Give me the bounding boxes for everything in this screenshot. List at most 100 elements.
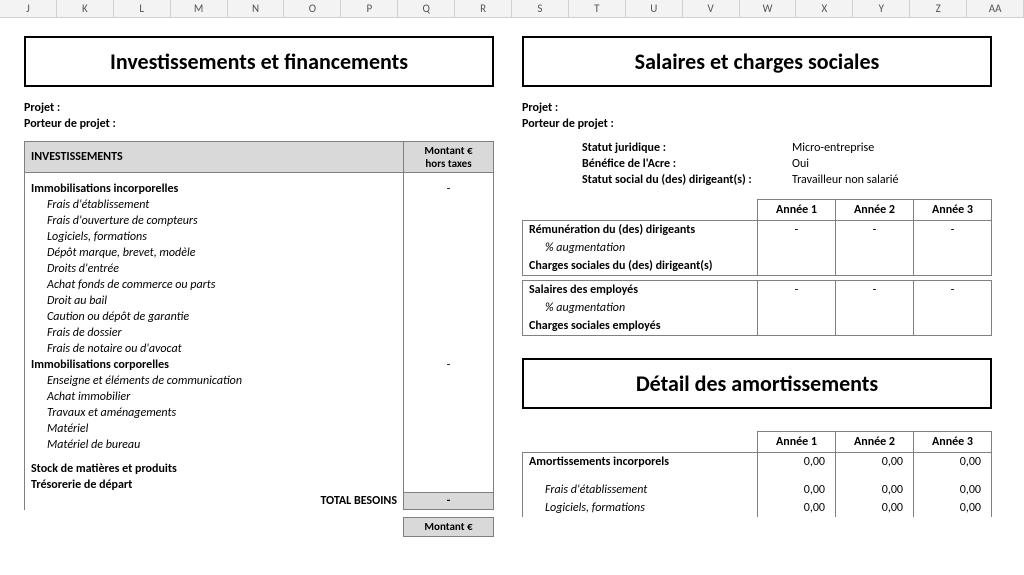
item-amount bbox=[404, 277, 494, 293]
group-amount: - bbox=[404, 357, 494, 373]
amount-header-l1: Montant € bbox=[424, 144, 472, 157]
item-amount bbox=[404, 341, 494, 357]
row-y3: - bbox=[914, 281, 992, 300]
item-amount bbox=[404, 437, 494, 453]
item-amount bbox=[404, 261, 494, 277]
item-label: Droit au bail bbox=[25, 293, 404, 309]
column-header-S[interactable]: S bbox=[512, 0, 569, 17]
left-meta: Projet : Porteur de projet : bbox=[24, 101, 494, 131]
item-label: Travaux et aménagements bbox=[25, 405, 404, 421]
column-header-V[interactable]: V bbox=[683, 0, 740, 17]
row-y1 bbox=[758, 239, 836, 257]
column-header-Y[interactable]: Y bbox=[853, 0, 910, 17]
column-header-M[interactable]: M bbox=[171, 0, 228, 17]
row-label: Charges sociales du (des) dirigeant(s) bbox=[523, 257, 758, 276]
year3-header: Année 3 bbox=[914, 200, 992, 221]
row-y1: - bbox=[758, 281, 836, 300]
item-amount bbox=[404, 229, 494, 245]
row-y2 bbox=[836, 257, 914, 276]
year1-header: Année 1 bbox=[758, 200, 836, 221]
status-label: Statut social du (des) dirigeant(s) : bbox=[582, 173, 792, 187]
item-amount bbox=[404, 293, 494, 309]
extra-amount bbox=[404, 477, 494, 493]
row-y2 bbox=[836, 299, 914, 317]
amort-y1: 0,00 bbox=[758, 481, 836, 499]
status-label: Statut juridique : bbox=[582, 141, 792, 155]
extra-amount bbox=[404, 461, 494, 477]
item-amount bbox=[404, 309, 494, 325]
amort-y2: Année 2 bbox=[836, 432, 914, 453]
row-label: Salaires des employés bbox=[523, 281, 758, 300]
item-label: Frais d'établissement bbox=[25, 197, 404, 213]
row-y1 bbox=[758, 257, 836, 276]
amort-y3: Année 3 bbox=[914, 432, 992, 453]
amort-y2: 0,00 bbox=[836, 481, 914, 499]
left-panel: Investissements et financements Projet :… bbox=[24, 36, 494, 537]
year2-header: Année 2 bbox=[836, 200, 914, 221]
investments-header: INVESTISSEMENTS bbox=[25, 142, 404, 173]
row-y3 bbox=[914, 239, 992, 257]
item-label: Matériel de bureau bbox=[25, 437, 404, 453]
column-header-Z[interactable]: Z bbox=[910, 0, 967, 17]
amort-label: Logiciels, formations bbox=[523, 499, 758, 517]
column-header-J[interactable]: J bbox=[0, 0, 57, 17]
column-header-P[interactable]: P bbox=[341, 0, 398, 17]
row-label: Rémunération du (des) dirigeants bbox=[523, 221, 758, 240]
right-title-2: Détail des amortissements bbox=[522, 358, 992, 409]
status-value: Micro-entreprise bbox=[792, 141, 992, 155]
column-header-O[interactable]: O bbox=[284, 0, 341, 17]
total-besoins-label: TOTAL BESOINS bbox=[25, 493, 404, 510]
column-header-AA[interactable]: AA bbox=[967, 0, 1024, 17]
row-y3 bbox=[914, 257, 992, 276]
column-header-Q[interactable]: Q bbox=[398, 0, 455, 17]
item-amount bbox=[404, 213, 494, 229]
right-title-1: Salaires et charges sociales bbox=[522, 36, 992, 87]
right-panel: Salaires et charges sociales Projet : Po… bbox=[522, 36, 992, 537]
group-label: Immobilisations corporelles bbox=[25, 357, 404, 373]
investments-table: INVESTISSEMENTS Montant € hors taxes Imm… bbox=[24, 141, 494, 537]
item-amount bbox=[404, 245, 494, 261]
item-label: Frais de dossier bbox=[25, 325, 404, 341]
group-label: Immobilisations incorporelles bbox=[25, 181, 404, 197]
item-amount bbox=[404, 373, 494, 389]
amort-y3: 0,00 bbox=[914, 481, 992, 499]
column-headers-row: JKLMNOPQRSTUVWXYZAA bbox=[0, 0, 1024, 18]
extra-row: Stock de matières et produits bbox=[25, 461, 404, 477]
item-amount bbox=[404, 405, 494, 421]
amort-y2: 0,00 bbox=[836, 499, 914, 517]
item-label: Achat fonds de commerce ou parts bbox=[25, 277, 404, 293]
column-header-W[interactable]: W bbox=[740, 0, 797, 17]
row-y1: - bbox=[758, 221, 836, 240]
column-header-K[interactable]: K bbox=[57, 0, 114, 17]
item-label: Frais d'ouverture de compteurs bbox=[25, 213, 404, 229]
item-amount bbox=[404, 325, 494, 341]
row-y1 bbox=[758, 317, 836, 336]
total-besoins-amount: - bbox=[404, 493, 494, 510]
row-label: % augmentation bbox=[523, 239, 758, 257]
left-title: Investissements et financements bbox=[24, 36, 494, 87]
item-label: Enseigne et éléments de communication bbox=[25, 373, 404, 389]
amort-label: Amortissements incorporels bbox=[523, 453, 758, 472]
column-header-X[interactable]: X bbox=[796, 0, 853, 17]
sheet-body: Investissements et financements Projet :… bbox=[0, 18, 1024, 537]
meta-projet-r: Projet : bbox=[522, 101, 992, 115]
extra-row: Trésorerie de départ bbox=[25, 477, 404, 493]
item-label: Droits d'entrée bbox=[25, 261, 404, 277]
column-header-T[interactable]: T bbox=[569, 0, 626, 17]
group-amount: - bbox=[404, 181, 494, 197]
item-label: Achat immobilier bbox=[25, 389, 404, 405]
item-label: Matériel bbox=[25, 421, 404, 437]
column-header-U[interactable]: U bbox=[626, 0, 683, 17]
column-header-N[interactable]: N bbox=[228, 0, 285, 17]
amort-y1: 0,00 bbox=[758, 499, 836, 517]
row-y1 bbox=[758, 299, 836, 317]
status-block: Statut juridique :Micro-entrepriseBénéfi… bbox=[582, 141, 992, 187]
status-value: Travailleur non salarié bbox=[792, 173, 992, 187]
status-value: Oui bbox=[792, 157, 992, 171]
meta-projet: Projet : bbox=[24, 101, 494, 115]
row-y3 bbox=[914, 317, 992, 336]
amort-y3: 0,00 bbox=[914, 453, 992, 472]
column-header-R[interactable]: R bbox=[455, 0, 512, 17]
column-header-L[interactable]: L bbox=[114, 0, 171, 17]
salary-table: Année 1 Année 2 Année 3 Rémunération du … bbox=[522, 199, 992, 276]
